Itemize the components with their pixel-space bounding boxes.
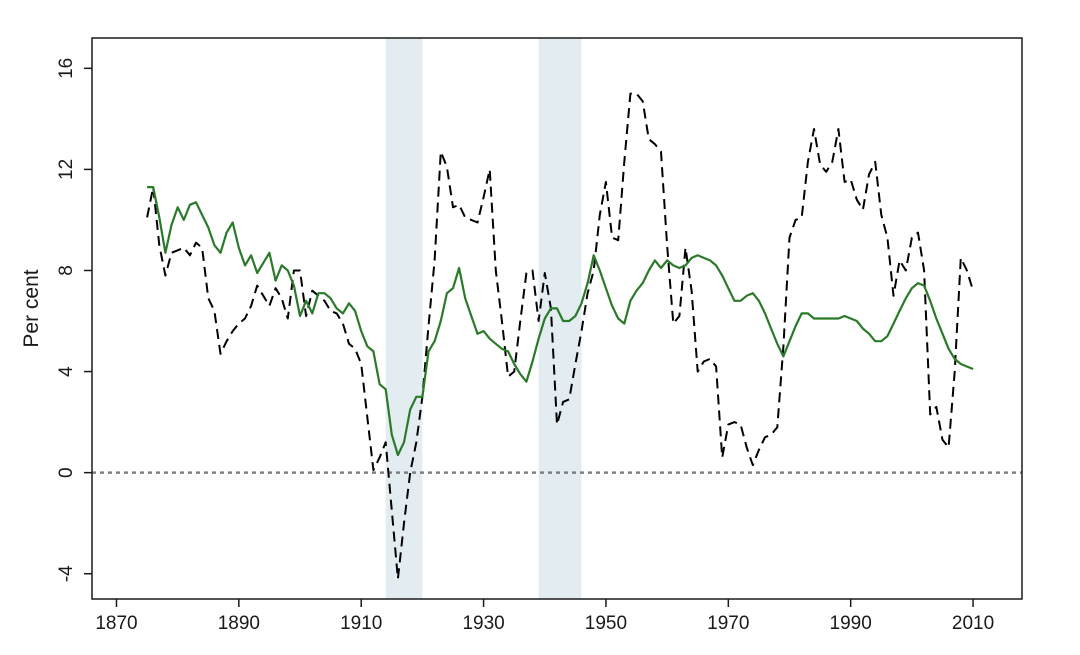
x-tick-label: 1890 [218, 613, 260, 634]
y-tick-label: 4 [56, 366, 77, 377]
x-tick-label: 1990 [830, 613, 872, 634]
y-tick-label: 12 [56, 159, 77, 180]
x-tick-label: 1910 [340, 613, 382, 634]
x-tick-label: 2010 [952, 613, 994, 634]
x-tick-label: 1950 [585, 613, 627, 634]
series-lines [146, 92, 975, 580]
x-tick-label: 1930 [462, 613, 504, 634]
plot-frame [91, 37, 1023, 600]
y-tick-label: 8 [56, 265, 77, 276]
shaded-period-1 [385, 38, 423, 599]
x-axis: 1870 1890 1910 1930 1950 1970 1990 2010 [95, 599, 994, 634]
series-line-dashed [146, 92, 975, 580]
y-tick-label: 0 [56, 467, 77, 478]
x-tick-label: 1870 [95, 613, 137, 634]
y-tick-label: -4 [56, 565, 77, 582]
y-axis-label: Per cent [20, 269, 43, 347]
x-tick-label: 1970 [707, 613, 749, 634]
y-axis: -4 0 4 8 12 16 [56, 58, 92, 582]
y-tick-label: 16 [56, 58, 77, 79]
series-line-solid [147, 186, 974, 457]
